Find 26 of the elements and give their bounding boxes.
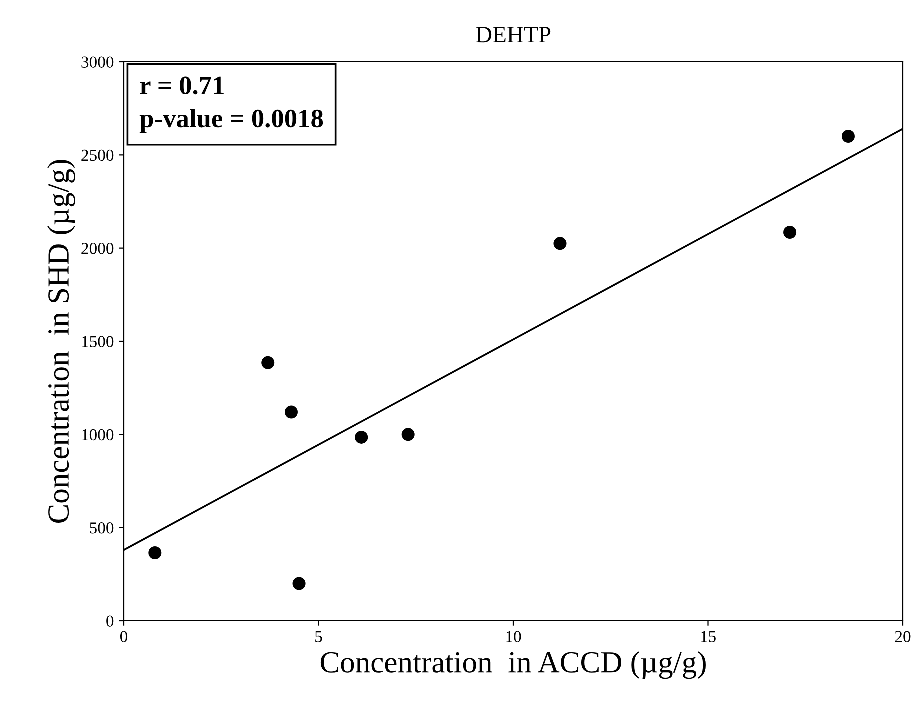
x-tick-label: 5	[316, 631, 322, 642]
point	[784, 226, 797, 239]
point	[355, 430, 368, 444]
y-tick-label: 1500	[82, 336, 114, 348]
y-tick-label: 2000	[82, 243, 114, 254]
x-axis-title: Concentration in ACCD (µg/g)	[320, 651, 706, 680]
y-axis-title: Concentration in SHD (µg/g)	[48, 160, 76, 524]
y-tick-label: 1000	[82, 429, 114, 441]
y-tick-label: 2500	[82, 150, 114, 162]
point	[842, 130, 855, 144]
x-tick-label: 10	[506, 631, 522, 642]
x-tick-label: 15	[701, 631, 716, 642]
point	[262, 356, 275, 370]
chart-title: DEHTP	[476, 27, 551, 43]
point	[148, 546, 162, 560]
y-tick-label: 3000	[82, 56, 114, 68]
point	[402, 428, 415, 442]
y-tick-label: 500	[90, 522, 114, 534]
point	[554, 237, 567, 250]
x-tick-label: 20	[895, 631, 911, 642]
point	[284, 406, 298, 419]
y-tick-label: 0	[106, 616, 114, 627]
x-tick-label: 0	[120, 631, 128, 642]
point	[292, 577, 306, 590]
annotation: r = 0.71	[140, 76, 224, 95]
annotation: p-value = 0.0018	[140, 109, 324, 133]
